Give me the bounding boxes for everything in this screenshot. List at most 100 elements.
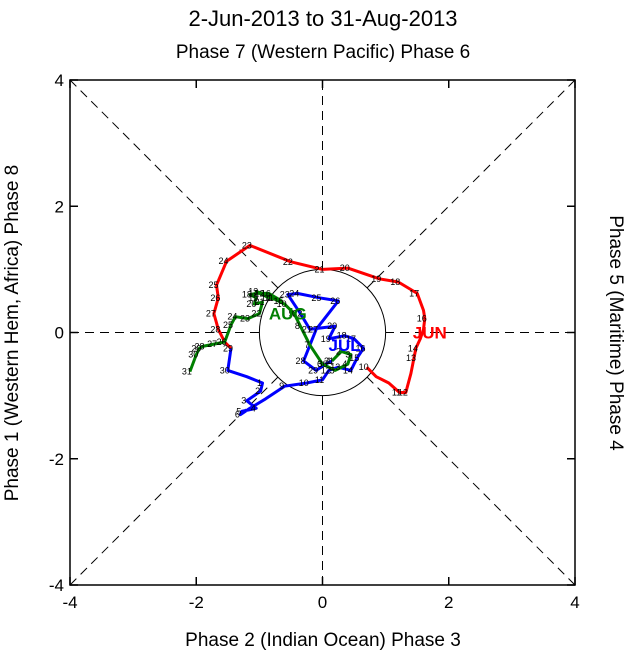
day-label: 23 (242, 240, 252, 250)
day-label: 29 (191, 343, 201, 353)
day-label: 24 (219, 256, 229, 266)
day-label: 9 (279, 381, 284, 391)
x-tick-label: -2 (189, 593, 204, 612)
day-label: 17 (346, 334, 356, 344)
day-label: 19 (371, 274, 381, 284)
day-label: 13 (248, 286, 258, 296)
day-label: 18 (337, 331, 347, 341)
day-label: 15 (349, 353, 359, 363)
day-label: 3 (241, 396, 246, 406)
day-label: 29 (308, 365, 318, 375)
day-label: 10 (277, 299, 287, 309)
day-label: 17 (409, 288, 419, 298)
day-label: 10 (359, 362, 369, 372)
day-label: 19 (248, 293, 258, 303)
day-label: 6 (235, 410, 240, 420)
day-label: 24 (227, 312, 237, 322)
series-line-jul (226, 291, 365, 417)
day-label: 21 (255, 297, 265, 307)
day-label: 22 (292, 309, 302, 319)
day-label: 13 (406, 353, 416, 363)
x-tick-label: 0 (318, 593, 327, 612)
series-line-jun (212, 243, 427, 394)
day-label: 1 (257, 378, 262, 388)
day-label: 8 (295, 321, 300, 331)
day-label: 16 (261, 288, 271, 298)
series-layer: 1011121314161718192021222324252627282930… (182, 240, 447, 419)
day-label: 20 (327, 321, 337, 331)
day-label: 26 (330, 296, 340, 306)
day-label: 13 (330, 362, 340, 372)
y-tick-label: 2 (55, 197, 64, 216)
x-tick-label: 2 (444, 593, 453, 612)
day-label: 12 (398, 387, 408, 397)
day-label: 16 (417, 314, 427, 324)
day-label: 22 (251, 309, 261, 319)
day-label: 23 (280, 290, 290, 300)
day-label: 30 (318, 359, 328, 369)
day-label: 26 (217, 337, 227, 347)
right-axis-label: Phase 5 (Maritime) Phase 4 (605, 215, 626, 451)
day-label: 4 (251, 403, 256, 413)
day-label: 25 (223, 320, 233, 330)
day-label: 11 (315, 375, 324, 385)
day-label: 29 (223, 343, 233, 353)
month-label-aug: AUG (269, 305, 307, 324)
day-label: 11 (264, 293, 273, 303)
day-label: 30 (188, 350, 198, 360)
day-label: 5 (236, 406, 241, 416)
day-label: 9 (289, 309, 294, 319)
day-label: 27 (207, 339, 217, 349)
month-label-jul: JUL (329, 336, 361, 355)
day-label: 30 (220, 365, 230, 375)
series-line-aug (188, 290, 353, 373)
day-label: 22 (283, 257, 293, 267)
day-label: 1 (326, 356, 331, 366)
day-label: 6 (317, 359, 322, 369)
day-label: 19 (321, 334, 331, 344)
day-label: 25 (311, 293, 321, 303)
day-label: 28 (210, 324, 220, 334)
day-label: 3 (345, 350, 350, 360)
day-label: 21 (302, 324, 312, 334)
day-label: 31 (182, 367, 192, 377)
y-tick-label: 4 (55, 71, 64, 90)
chart-subtitle: Phase 7 (Western Pacific) Phase 6 (176, 42, 470, 63)
day-label: 2 (336, 346, 341, 356)
day-label: 14 (343, 365, 353, 375)
y-tick-label: -2 (49, 450, 64, 469)
day-label: 23 (240, 314, 250, 324)
day-label: 4 (342, 359, 347, 369)
day-label: 18 (390, 277, 400, 287)
day-label: 7 (304, 340, 309, 350)
day-label: 16 (356, 343, 366, 353)
day-label: 15 (273, 296, 283, 306)
day-label: 2 (255, 386, 260, 396)
day-label: 28 (296, 356, 306, 366)
x-axis-label: Phase 2 (Indian Ocean) Phase 3 (185, 630, 461, 651)
day-label: 11 (392, 387, 401, 397)
day-label: 20 (246, 299, 256, 309)
day-label: 21 (314, 264, 324, 274)
day-label: 26 (210, 293, 220, 303)
day-label: 5 (330, 365, 335, 375)
day-label: 27 (308, 324, 318, 334)
plot-frame (69, 79, 576, 586)
day-label: 17 (248, 288, 258, 298)
day-label: 28 (195, 341, 205, 351)
day-label: 10 (299, 378, 309, 388)
day-label: 12 (255, 288, 265, 298)
day-label: 14 (261, 293, 271, 303)
y-tick-label: -4 (49, 576, 64, 595)
day-label: 27 (206, 309, 216, 319)
x-tick-label: -4 (62, 593, 77, 612)
y-axis-label: Phase 1 (Western Hem, Africa) Phase 8 (2, 165, 23, 502)
phase-guides (69, 79, 576, 586)
chart-title: 2-Jun-2013 to 31-Aug-2013 (188, 6, 457, 31)
day-label: 31 (324, 356, 334, 366)
y-tick-label: 0 (55, 324, 64, 343)
day-label: 12 (321, 365, 331, 375)
day-label: 14 (408, 343, 418, 353)
month-label-jun: JUN (413, 324, 447, 343)
